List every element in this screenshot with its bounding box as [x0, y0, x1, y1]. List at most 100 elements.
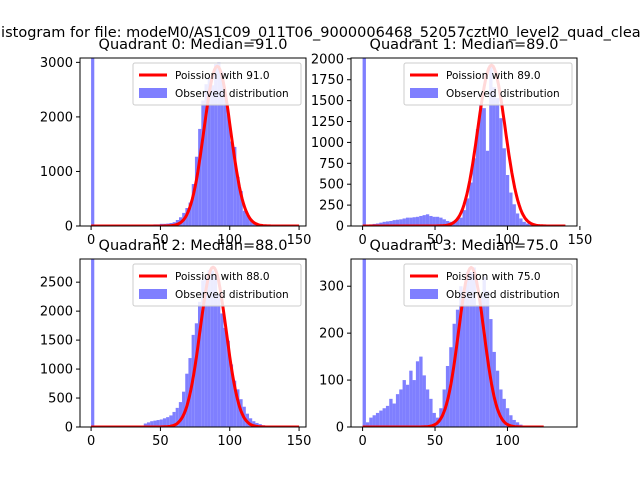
- histogram-bar: [159, 419, 163, 427]
- histogram-bar: [249, 220, 253, 226]
- x-tick-label: 50: [152, 233, 169, 248]
- histogram-bar: [399, 389, 403, 427]
- histogram-bar: [492, 87, 496, 226]
- x-tick-label: 100: [217, 434, 242, 449]
- histogram-bar: [223, 96, 227, 226]
- histogram-bar: [194, 323, 198, 427]
- y-tick-label: 3000: [40, 56, 73, 71]
- histogram-bar: [525, 223, 530, 226]
- histogram-bar: [185, 373, 189, 427]
- y-tick-label: 0: [65, 220, 73, 235]
- histogram-bar: [415, 216, 420, 226]
- y-tick-label: 1000: [311, 136, 344, 151]
- histogram-bar: [210, 85, 215, 226]
- histogram-bar: [409, 370, 413, 427]
- histogram-bar: [512, 204, 516, 226]
- histogram-bar: [465, 272, 470, 427]
- axes-frame: [79, 57, 307, 227]
- histogram-bar: [188, 202, 192, 226]
- histogram-bar: [249, 418, 253, 427]
- legend-curve-label: Poission with 89.0: [446, 70, 541, 82]
- y-tick-label: 500: [319, 178, 344, 193]
- histogram-bar: [392, 220, 396, 226]
- legend-bar-swatch: [139, 88, 167, 98]
- histogram-bar: [432, 412, 436, 427]
- histogram-bar: [475, 304, 480, 427]
- histogram-bar: [509, 192, 513, 226]
- histogram-bar: [499, 118, 503, 226]
- histogram-bar: [201, 280, 205, 427]
- chart-title: Quadrant 3: Median=75.0: [370, 238, 559, 254]
- histogram-bar: [385, 221, 390, 226]
- legend-bar-swatch: [410, 88, 438, 98]
- histogram-bar: [365, 422, 370, 427]
- histogram-bar: [201, 100, 205, 226]
- x-tick-label: 0: [358, 434, 366, 449]
- histogram-bar: [217, 62, 221, 226]
- x-tick-label: 150: [567, 233, 592, 248]
- histogram-bar: [395, 219, 400, 226]
- legend-curve-label: Poission with 75.0: [446, 271, 541, 283]
- histogram-bar: [379, 222, 383, 226]
- histogram-bar: [405, 217, 410, 226]
- histogram-bar: [425, 389, 430, 427]
- histogram-bar: [207, 77, 211, 226]
- histogram-bar: [489, 66, 493, 226]
- histogram-bar: [402, 380, 406, 427]
- histogram-bar: [429, 215, 433, 226]
- histogram-bar: [419, 356, 423, 427]
- histogram-bar: [226, 114, 231, 226]
- legend-bar-swatch: [410, 289, 438, 299]
- histogram-bar: [455, 219, 460, 226]
- y-tick-label: 2500: [40, 276, 73, 291]
- legend-curve-label: Poission with 88.0: [175, 271, 270, 283]
- histogram-bar: [405, 384, 410, 427]
- histogram-bar: [369, 417, 373, 427]
- histogram-bar: [229, 364, 234, 427]
- histogram-bar: [182, 391, 186, 427]
- y-tick-label: 200: [319, 327, 344, 342]
- histogram-bar: [519, 218, 523, 226]
- legend-bar-label: Observed distribution: [446, 289, 560, 301]
- legend-bar-label: Observed distribution: [446, 88, 560, 100]
- legend-box: [403, 263, 573, 307]
- histogram-bar: [91, 58, 95, 226]
- axes-frame: [79, 258, 307, 428]
- histogram-bar: [515, 422, 520, 427]
- legend-box: [132, 263, 302, 307]
- histogram-bar: [395, 394, 400, 427]
- histogram-bar: [415, 361, 420, 427]
- histogram-bar: [220, 71, 224, 226]
- histogram-bar: [191, 184, 195, 226]
- y-tick-label: 100: [319, 374, 344, 389]
- histogram-bar: [505, 175, 510, 226]
- histogram-bar: [389, 220, 393, 226]
- histogram-bar: [515, 213, 520, 226]
- histogram-bar: [529, 224, 533, 226]
- histogram-bar: [153, 420, 157, 427]
- y-tick-label: 1500: [311, 94, 344, 109]
- histogram-bar: [419, 215, 423, 226]
- histogram-bar: [522, 221, 526, 226]
- histogram-bar: [492, 351, 496, 427]
- legend-box: [403, 62, 573, 106]
- histogram-bar: [204, 276, 208, 427]
- histogram-bar: [175, 407, 179, 427]
- histogram-bar: [412, 217, 416, 226]
- histogram-bar: [465, 198, 470, 226]
- histogram-bar: [245, 215, 250, 226]
- histogram-bar: [146, 422, 151, 427]
- histogram-bar: [462, 210, 466, 226]
- y-tick-label: 1000: [40, 165, 73, 180]
- histogram-bar: [233, 380, 237, 427]
- histogram-bar: [379, 410, 383, 427]
- histogram-bar: [385, 405, 390, 427]
- histogram-bar: [362, 259, 366, 427]
- histogram-bar: [217, 294, 221, 427]
- legend-curve-label: Poission with 91.0: [175, 70, 270, 82]
- histogram-bar: [150, 421, 154, 427]
- histogram-bar: [479, 295, 483, 427]
- y-tick-label: 0: [65, 421, 73, 436]
- histogram-bar: [502, 148, 506, 226]
